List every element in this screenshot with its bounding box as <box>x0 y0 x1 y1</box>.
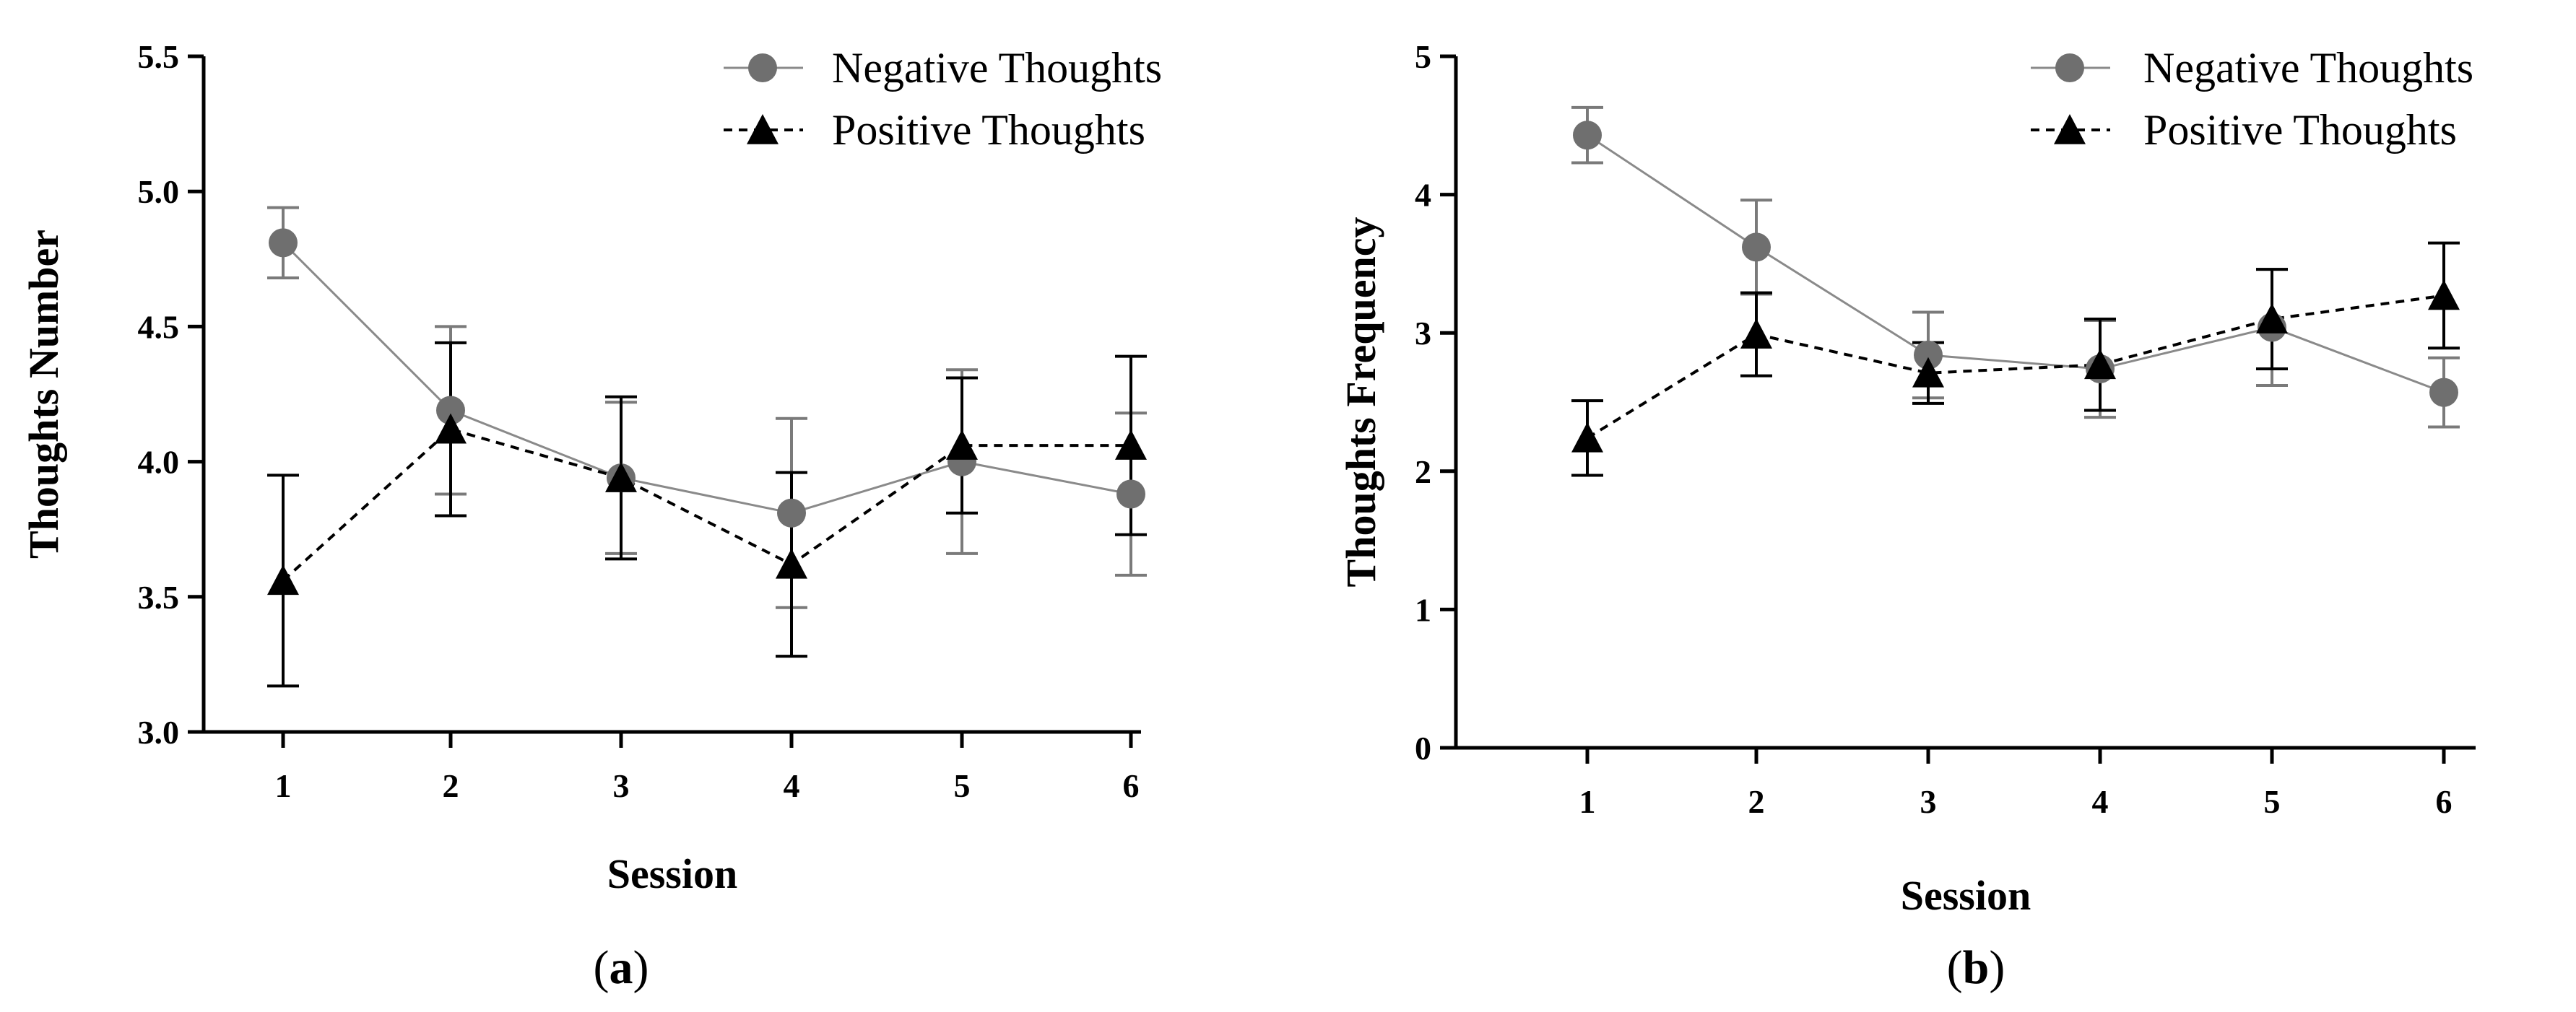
positive-data-point <box>2084 349 2116 380</box>
positive-data-point <box>605 462 637 492</box>
y-axis-title: Thoughts Number <box>20 230 67 559</box>
legend-positive-label: Positive Thoughts <box>2143 106 2457 154</box>
positive-data-point <box>1115 429 1147 460</box>
y-tick-label: 3.0 <box>138 714 180 751</box>
y-tick-label: 5.0 <box>138 173 180 210</box>
negative-data-point <box>1914 340 1943 370</box>
y-tick-label: 1 <box>1415 591 1431 628</box>
negative-data-point <box>1116 479 1145 509</box>
positive-data-point <box>776 548 807 579</box>
y-tick-label: 5 <box>1415 38 1431 75</box>
panel-label-letter: a <box>610 941 633 994</box>
panel-label-close: ) <box>1989 941 2005 994</box>
y-tick-label: 4.0 <box>138 444 180 481</box>
x-axis-title: Session <box>1901 872 2031 919</box>
negative-data-point <box>1573 121 1602 150</box>
positive-data-point <box>1571 422 1603 453</box>
negative-series-line <box>282 242 1132 515</box>
panel-label-letter: b <box>1963 941 1990 994</box>
x-tick-label: 5 <box>954 767 971 804</box>
chart-panel-b: 0 1 2 3 4 5 1 2 3 4 5 6 Session Thoughts Frequency Neg… <box>1337 38 2476 994</box>
y-tick-label: 3 <box>1415 315 1431 352</box>
negative-data-point <box>269 228 298 258</box>
legend-negative-marker <box>2055 53 2084 82</box>
x-tick-label: 6 <box>1123 767 1140 804</box>
negative-series-line <box>1587 134 2445 393</box>
negative-data-point <box>2429 378 2458 407</box>
legend-positive-label: Positive Thoughts <box>832 106 1145 154</box>
y-tick-label: 3.5 <box>138 579 180 616</box>
panel-label-open: ( <box>594 941 610 994</box>
x-tick-label: 6 <box>2436 783 2453 820</box>
y-tick-label: 2 <box>1415 453 1431 490</box>
y-axis-title: Thoughts Frequency <box>1337 217 1384 588</box>
legend-negative-label: Negative Thoughts <box>832 44 1162 92</box>
x-tick-label: 1 <box>1579 783 1596 820</box>
negative-data-point <box>777 498 806 528</box>
x-tick-label: 1 <box>275 767 292 804</box>
y-tick-label: 4.5 <box>138 308 180 345</box>
positive-data-point <box>267 564 299 596</box>
x-tick-label: 4 <box>784 767 800 804</box>
x-tick-label: 2 <box>1748 783 1765 820</box>
panel-label: (b) <box>1947 941 2005 994</box>
x-tick-label: 4 <box>2092 783 2109 820</box>
x-tick-label: 3 <box>1920 783 1937 820</box>
panel-label: (a) <box>594 941 649 994</box>
legend-negative-marker <box>748 53 777 82</box>
negative-data-point <box>436 396 465 425</box>
legend-negative-label: Negative Thoughts <box>2143 44 2473 92</box>
x-axis-title: Session <box>607 850 738 897</box>
chart-panel-a: 3.0 3.5 4.0 4.5 5.0 5.5 1 2 3 4 5 6 Session Thoughts … <box>20 38 1162 994</box>
y-tick-label: 0 <box>1415 730 1431 767</box>
y-tick-label: 4 <box>1415 177 1431 214</box>
negative-data-point <box>1742 232 1771 262</box>
panel-label-close: ) <box>633 941 649 994</box>
positive-series-line <box>1586 294 2445 440</box>
legend-positive-marker <box>747 114 779 144</box>
positive-data-point <box>1740 318 1772 349</box>
x-tick-label: 3 <box>613 767 630 804</box>
y-tick-label: 5.5 <box>138 38 180 75</box>
x-tick-label: 5 <box>2264 783 2281 820</box>
positive-data-point <box>946 429 978 460</box>
positive-data-point <box>435 413 467 444</box>
x-tick-label: 2 <box>443 767 459 804</box>
legend-positive-marker <box>2054 114 2086 144</box>
positive-data-point <box>2256 303 2288 333</box>
positive-data-point <box>2428 279 2460 310</box>
panel-label-open: ( <box>1947 941 1963 994</box>
positive-data-point <box>1912 357 1944 388</box>
positive-series-line <box>282 427 1131 582</box>
